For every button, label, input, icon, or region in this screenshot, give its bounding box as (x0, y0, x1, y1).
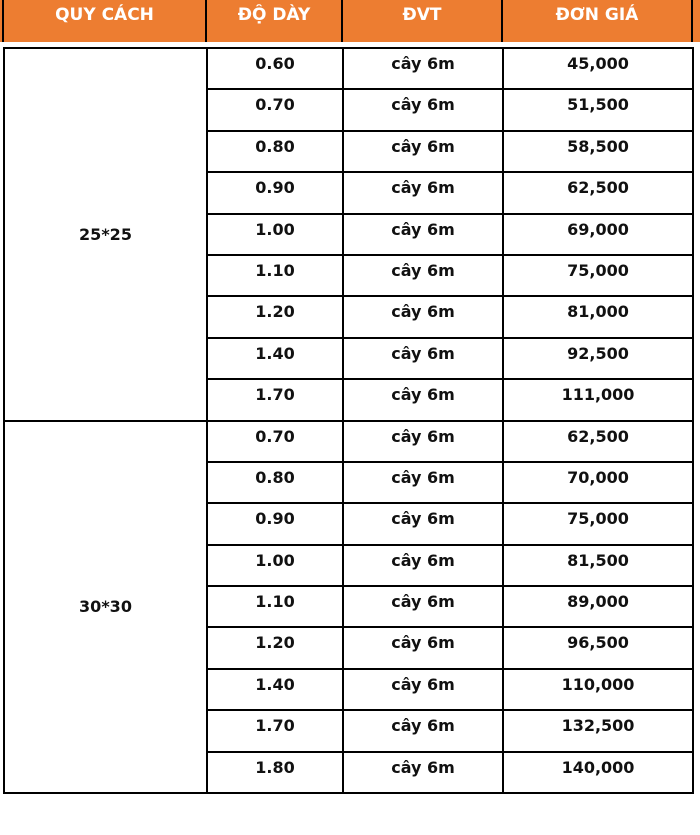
price-cell: 81,500 (502, 543, 694, 588)
unit-cell: cây 6m (342, 46, 504, 91)
thickness-cell: 1.10 (206, 253, 344, 298)
unit-cell: cây 6m (342, 129, 504, 174)
unit-cell: cây 6m (342, 543, 504, 588)
header-don-gia: ĐƠN GIÁ (555, 5, 639, 25)
thickness-cell: 1.70 (206, 378, 344, 422)
unit-cell: cây 6m (342, 295, 504, 339)
unit-cell: cây 6m (342, 626, 504, 670)
thickness-cell: 0.80 (206, 460, 344, 505)
thickness-cell: 1.40 (206, 336, 344, 381)
price-cell: 75,000 (502, 253, 694, 298)
divider (341, 0, 343, 42)
thickness-cell: 1.70 (206, 709, 344, 753)
price-cell: 111,000 (502, 378, 694, 422)
table-row: 1.10 cây 6m 89,000 (4, 585, 694, 629)
price-cell: 132,500 (502, 709, 694, 753)
divider (501, 0, 503, 42)
header-quy-cach: QUY CÁCH (55, 5, 154, 25)
price-cell: 62,500 (502, 171, 694, 215)
price-cell: 51,500 (502, 88, 694, 132)
price-cell: 92,500 (502, 336, 694, 381)
price-cell: 70,000 (502, 460, 694, 505)
table-row: 0.90 cây 6m 75,000 (4, 502, 694, 546)
thickness-cell: 1.10 (206, 585, 344, 629)
table-row: 0.70 cây 6m 51,500 (4, 88, 694, 132)
unit-cell: cây 6m (342, 378, 504, 422)
table-row: 1.80 cây 6m 140,000 (4, 750, 694, 795)
price-cell: 69,000 (502, 212, 694, 256)
unit-cell: cây 6m (342, 336, 504, 381)
price-cell: 96,500 (502, 626, 694, 670)
unit-cell: cây 6m (342, 419, 504, 463)
table-row: 1.10 cây 6m 75,000 (4, 253, 694, 298)
spec-cell: 30*30 (3, 419, 208, 795)
price-cell: 89,000 (502, 585, 694, 629)
table-row: 0.80 cây 6m 58,500 (4, 129, 694, 174)
thickness-cell: 1.00 (206, 212, 344, 256)
thickness-cell: 0.90 (206, 171, 344, 215)
divider (2, 0, 4, 42)
table-row: 1.40 cây 6m 110,000 (4, 667, 694, 712)
price-cell: 110,000 (502, 667, 694, 712)
unit-cell: cây 6m (342, 750, 504, 795)
thickness-cell: 1.00 (206, 543, 344, 588)
price-cell: 62,500 (502, 419, 694, 463)
table-row: 0.90 cây 6m 62,500 (4, 171, 694, 215)
thickness-cell: 1.40 (206, 667, 344, 712)
unit-cell: cây 6m (342, 502, 504, 546)
unit-cell: cây 6m (342, 171, 504, 215)
unit-cell: cây 6m (342, 212, 504, 256)
unit-cell: cây 6m (342, 585, 504, 629)
price-cell: 58,500 (502, 129, 694, 174)
table-row: 25*25 0.60 cây 6m 45,000 (3, 46, 694, 422)
unit-cell: cây 6m (342, 667, 504, 712)
spec-cell: 25*25 (3, 47, 208, 422)
table-row: 1.20 cây 6m 96,500 (4, 626, 694, 670)
divider (691, 0, 693, 42)
table-row: 1.40 cây 6m 92,500 (4, 336, 694, 381)
divider (205, 0, 207, 42)
thickness-cell: 0.70 (206, 419, 344, 463)
table-row: 0.80 cây 6m 70,000 (4, 460, 694, 505)
price-table: 25*25 0.60 cây 6m 45,000 0.70 cây 6m 51,500 0.8… (3, 46, 694, 795)
header-dvt: ĐVT (402, 5, 442, 25)
table-row: 1.70 cây 6m 132,500 (4, 709, 694, 753)
table-row: 1.70 cây 6m 111,000 (4, 378, 694, 422)
header-do-day: ĐỘ DÀY (237, 5, 311, 25)
price-cell: 75,000 (502, 502, 694, 546)
table-header: QUY CÁCH ĐỘ DÀY ĐVT ĐƠN GIÁ (0, 0, 700, 42)
thickness-cell: 0.80 (206, 129, 344, 174)
thickness-cell: 0.60 (206, 46, 344, 91)
table-row: 30*30 0.70 cây 6m 62,500 (3, 419, 694, 795)
unit-cell: cây 6m (342, 460, 504, 505)
thickness-cell: 0.70 (206, 88, 344, 132)
table-row: 1.00 cây 6m 81,500 (4, 543, 694, 588)
thickness-cell: 0.90 (206, 502, 344, 546)
thickness-cell: 1.80 (206, 750, 344, 795)
price-cell: 140,000 (502, 750, 694, 795)
price-cell: 45,000 (502, 46, 694, 91)
unit-cell: cây 6m (342, 253, 504, 298)
thickness-cell: 1.20 (206, 626, 344, 670)
unit-cell: cây 6m (342, 88, 504, 132)
thickness-cell: 1.20 (206, 295, 344, 339)
table-row: 1.00 cây 6m 69,000 (4, 212, 694, 256)
unit-cell: cây 6m (342, 709, 504, 753)
table-row: 1.20 cây 6m 81,000 (4, 295, 694, 339)
price-cell: 81,000 (502, 295, 694, 339)
